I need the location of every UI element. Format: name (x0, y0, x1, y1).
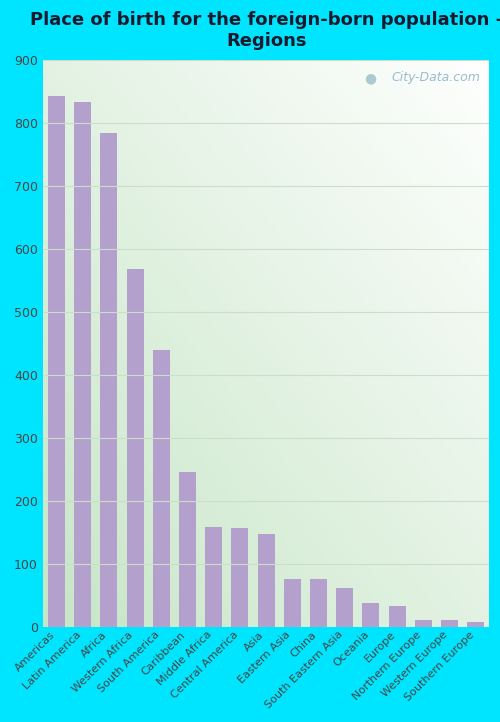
Bar (362, 603, 380, 627)
Text: City-Data.com: City-Data.com (391, 71, 480, 84)
Bar (206, 527, 222, 627)
Bar (468, 622, 484, 627)
Bar (126, 269, 144, 627)
Bar (179, 472, 196, 627)
Bar (415, 620, 432, 627)
Bar (284, 579, 301, 627)
Bar (336, 588, 353, 627)
Bar (74, 102, 92, 627)
Bar (153, 349, 170, 627)
Title: Place of birth for the foreign-born population -
Regions: Place of birth for the foreign-born popu… (30, 11, 500, 50)
Bar (100, 134, 117, 627)
Bar (258, 534, 274, 627)
Bar (232, 529, 248, 627)
Bar (48, 96, 65, 627)
Bar (441, 620, 458, 627)
Text: ●: ● (364, 71, 376, 85)
Bar (388, 606, 406, 627)
Bar (310, 579, 327, 627)
